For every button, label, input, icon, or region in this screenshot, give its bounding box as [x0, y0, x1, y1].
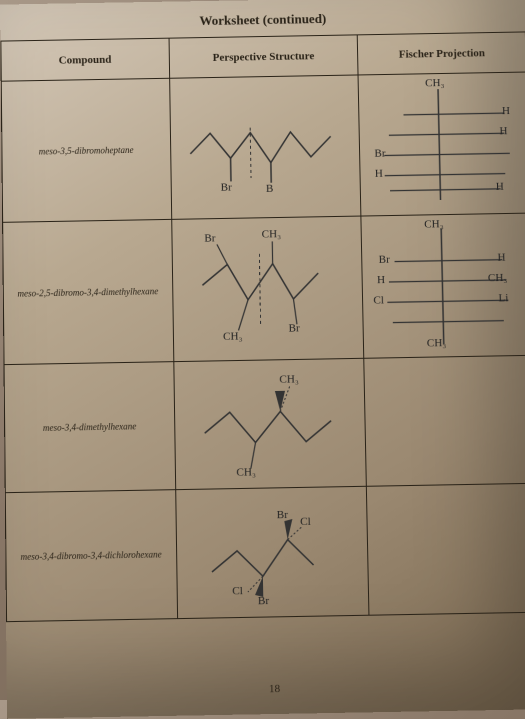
page-number: 18	[7, 678, 525, 700]
fischer-cell: CH₃ Br H H CH₃ Cl Li CH₃	[361, 213, 525, 358]
label-ch3: CH₃	[279, 373, 299, 386]
header-compound: Compound	[1, 38, 169, 81]
worksheet-table: Compound Perspective Structure Fischer P…	[0, 31, 525, 622]
perspective-sketch-1: Br B	[174, 80, 357, 214]
label-br: Br	[258, 594, 269, 607]
zigzag-icon	[178, 364, 352, 485]
label-cl: Cl	[373, 294, 384, 306]
compound-cell: meso-3,4-dibromo-3,4-dichlorohexane	[5, 490, 177, 622]
label-h: H	[375, 167, 383, 179]
compound-cell: meso-3,4-dimethylhexane	[4, 362, 175, 493]
perspective-cell: CH₃ CH₃	[173, 358, 366, 489]
fischer-cell-empty	[364, 355, 525, 486]
zigzag-icon	[176, 221, 350, 356]
label-br: Br	[379, 253, 390, 265]
header-fischer: Fischer Projection	[358, 32, 525, 75]
label-cl: Cl	[300, 515, 311, 528]
perspective-sketch-4: Br Cl Cl Br	[180, 491, 365, 613]
perspective-sketch-3: CH₃ CH₃	[178, 363, 362, 484]
label-br: Br	[221, 181, 232, 193]
label-h: H	[377, 273, 385, 285]
fischer-icon	[363, 77, 517, 211]
label-ch3: CH₃	[236, 466, 256, 479]
label-br: Br	[204, 232, 215, 244]
label-br: B	[266, 182, 274, 194]
label-ch3: CH₃	[488, 271, 508, 284]
label-h: H	[499, 125, 507, 137]
fischer-cell-empty	[367, 483, 525, 615]
label-h: H	[497, 251, 505, 263]
label-ch3: CH₃	[262, 228, 281, 240]
compound-cell: meso-2,5-dibromo-3,4-dimethylhexane	[3, 219, 174, 364]
zigzag-icon	[174, 80, 347, 214]
label-li: Li	[498, 292, 508, 304]
table-row: meso-3,4-dimethylhexane CH₃ CH₃	[4, 355, 525, 492]
label-ch3: CH₃	[425, 76, 444, 88]
header-perspective: Perspective Structure	[169, 35, 359, 78]
perspective-cell: Br B	[169, 75, 361, 219]
label-h: H	[496, 180, 504, 192]
perspective-cell: Br Cl Cl Br	[175, 486, 369, 618]
label-br: Br	[277, 508, 288, 521]
label-br: Br	[288, 322, 299, 334]
label-br: Br	[374, 147, 385, 159]
fischer-cell: CH₃ H H Br H H	[358, 72, 525, 216]
label-ch3: CH₃	[424, 218, 444, 230]
perspective-sketch-2: Br CH₃ CH₃ Br	[176, 221, 359, 356]
label-ch3: CH₃	[223, 330, 243, 343]
perspective-cell: Br CH₃ CH₃ Br	[171, 216, 364, 362]
table-row: meso-3,5-dibromoheptane Br B	[1, 72, 525, 222]
label-h: H	[502, 104, 510, 116]
table-row: meso-2,5-dibromo-3,4-dimethylhexane Br C	[3, 213, 525, 365]
label-ch3: CH₃	[427, 336, 447, 349]
compound-cell: meso-3,5-dibromoheptane	[1, 78, 171, 222]
fischer-sketch-2: CH₃ Br H H CH₃ Cl Li CH₃	[366, 218, 525, 353]
table-row: meso-3,4-dibromo-3,4-dichlorohexane Br C…	[5, 483, 525, 621]
label-cl: Cl	[232, 584, 243, 597]
fischer-icon	[366, 218, 520, 353]
worksheet-page: Worksheet (continued) Compound Perspecti…	[0, 0, 525, 719]
fischer-sketch-1: CH₃ H H Br H H	[363, 77, 525, 211]
